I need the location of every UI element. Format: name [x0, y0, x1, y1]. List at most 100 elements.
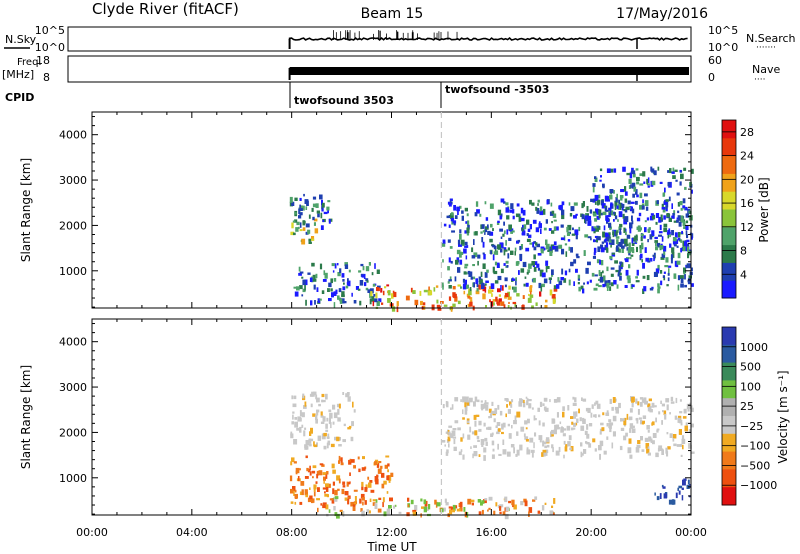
echo-cell — [420, 300, 423, 306]
echo-cell — [587, 220, 592, 226]
echo-cell — [492, 413, 496, 416]
echo-cell — [328, 282, 332, 288]
echo-cell — [309, 277, 313, 282]
echo-cell — [556, 397, 561, 403]
echo-cell — [316, 210, 320, 214]
echo-cell — [562, 406, 565, 412]
echo-cell — [627, 447, 632, 454]
echo-cell — [328, 418, 331, 425]
echo-cell — [331, 263, 335, 267]
echo-cell — [311, 236, 315, 241]
echo-cell — [489, 238, 493, 243]
echo-cell — [608, 207, 612, 211]
echo-cell — [391, 293, 394, 299]
echo-cell — [679, 215, 684, 219]
echo-cell — [452, 286, 456, 290]
echo-cell — [571, 421, 574, 425]
echo-cell — [423, 506, 427, 513]
echo-cell — [683, 267, 687, 274]
echo-cell — [473, 445, 477, 448]
echo-cell — [520, 207, 524, 214]
echo-cell — [592, 186, 595, 193]
echo-cell — [593, 247, 597, 253]
echo-cell — [685, 225, 689, 230]
echo-cell — [442, 259, 444, 263]
echo-cell — [327, 200, 331, 203]
echo-cell — [353, 502, 357, 506]
echo-cell — [291, 457, 295, 462]
echo-cell — [295, 467, 300, 474]
cpid-panel: CPID twofsound 3503 twofsound -3503 — [5, 82, 549, 108]
colorbar-segment — [722, 155, 736, 174]
echo-cell — [330, 422, 332, 429]
echo-cell — [679, 275, 684, 280]
echo-cell — [540, 285, 543, 292]
echo-cell — [470, 499, 475, 503]
echo-cell — [547, 250, 550, 252]
echo-cell — [671, 215, 675, 219]
echo-cell — [443, 304, 448, 307]
echo-cell — [340, 298, 345, 304]
echo-cell — [619, 276, 622, 281]
echo-cell — [480, 400, 483, 403]
echo-cell — [583, 282, 585, 285]
echo-cell — [687, 263, 691, 269]
echo-cell — [496, 422, 501, 426]
echo-cell — [389, 497, 393, 502]
echo-cell — [294, 493, 298, 499]
echo-cell — [313, 488, 316, 492]
echo-cell — [591, 226, 594, 232]
echo-cell — [539, 291, 542, 297]
echo-cell — [598, 414, 601, 418]
x-tick-label: 08:00 — [276, 526, 308, 539]
echo-cell — [559, 421, 562, 425]
echo-cell — [567, 239, 571, 242]
echo-cell — [315, 415, 318, 421]
echo-cell — [687, 246, 690, 252]
echo-cell — [355, 286, 359, 290]
echo-cell — [324, 493, 328, 497]
echo-cell — [312, 196, 317, 200]
echo-cell — [580, 425, 585, 431]
echo-cell — [299, 501, 303, 505]
echo-cell — [520, 501, 524, 506]
echo-cell — [447, 266, 450, 271]
echo-cell — [679, 411, 683, 414]
echo-cell — [678, 429, 682, 435]
nsky-tick-top: 10^5 — [35, 24, 65, 37]
echo-cell — [500, 301, 505, 306]
echo-cell — [493, 302, 495, 306]
echo-cell — [660, 400, 662, 404]
nsky-trace — [288, 30, 688, 49]
echo-cell — [530, 291, 532, 297]
echo-cell — [640, 420, 643, 425]
echo-cell — [578, 226, 581, 232]
echo-cell — [676, 245, 679, 248]
echo-cell — [647, 177, 650, 183]
echo-cell — [544, 407, 549, 412]
echo-cell — [357, 456, 360, 460]
echo-cell — [489, 413, 492, 419]
echo-cell — [496, 431, 500, 435]
echo-cell — [563, 440, 566, 445]
echo-cell — [521, 399, 524, 403]
echo-cell — [616, 284, 619, 289]
echo-cell — [514, 247, 517, 252]
echo-cell — [598, 285, 602, 288]
echo-cell — [641, 203, 645, 207]
echo-cell — [505, 202, 509, 206]
echo-cell — [647, 446, 650, 449]
echo-cell — [620, 427, 625, 431]
echo-cell — [587, 215, 592, 221]
echo-cell — [551, 429, 555, 434]
echo-cell — [631, 215, 633, 222]
echo-cell — [684, 425, 688, 432]
echo-cell — [333, 291, 337, 296]
echo-cell — [536, 263, 540, 268]
echo-cell — [473, 414, 477, 420]
echo-cell — [522, 399, 525, 403]
echo-cell — [587, 261, 591, 266]
echo-cell — [324, 272, 328, 279]
echo-cell — [301, 489, 304, 496]
echo-cell — [563, 278, 567, 283]
